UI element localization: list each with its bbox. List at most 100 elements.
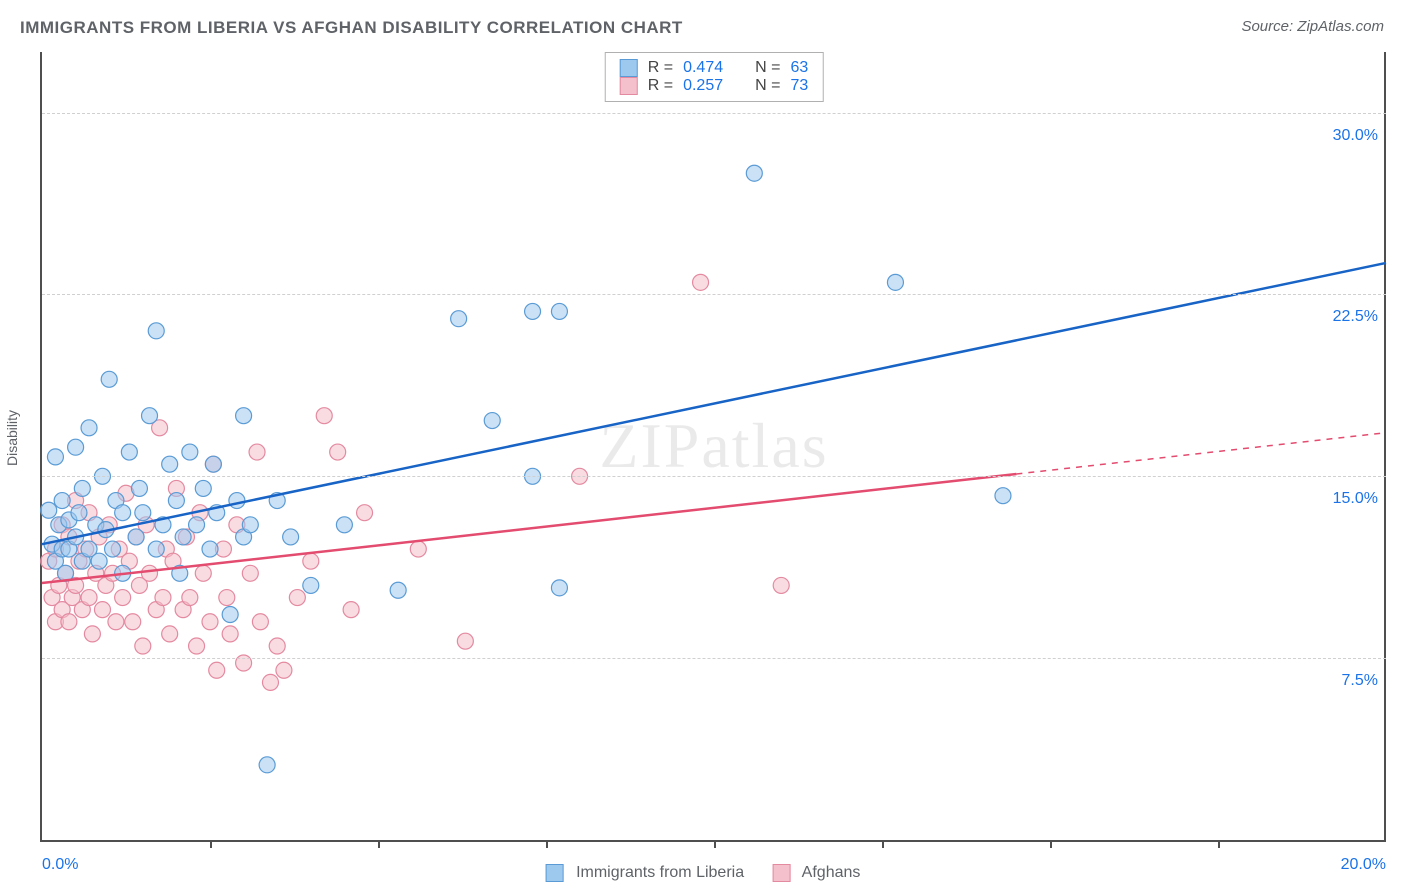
- scatter-point-liberia: [551, 580, 567, 596]
- y-axis-label: Disability: [4, 382, 20, 438]
- scatter-point-liberia: [148, 323, 164, 339]
- gridline: [42, 476, 1386, 477]
- scatter-point-liberia: [484, 413, 500, 429]
- scatter-point-liberia: [195, 480, 211, 496]
- plot-area: ZIPatlas R = 0.474 N = 63 R = 0.257 N = …: [40, 52, 1386, 842]
- scatter-point-liberia: [236, 408, 252, 424]
- scatter-point-afghans: [195, 565, 211, 581]
- x-tick: [714, 840, 716, 848]
- gridline: [42, 113, 1386, 114]
- legend-label-afghans: Afghans: [802, 864, 861, 881]
- scatter-point-liberia: [71, 505, 87, 521]
- scatter-point-afghans: [343, 602, 359, 618]
- scatter-point-liberia: [205, 456, 221, 472]
- scatter-point-liberia: [105, 541, 121, 557]
- y-tick-label: 22.5%: [1333, 308, 1378, 326]
- legend-bottom: Immigrants from Liberia Afghans: [546, 864, 861, 882]
- legend-item-liberia: Immigrants from Liberia: [546, 864, 745, 882]
- legend-label-liberia: Immigrants from Liberia: [576, 864, 744, 881]
- scatter-point-liberia: [47, 449, 63, 465]
- scatter-point-afghans: [693, 274, 709, 290]
- scatter-point-afghans: [262, 674, 278, 690]
- chart-title: IMMIGRANTS FROM LIBERIA VS AFGHAN DISABI…: [20, 18, 683, 38]
- scatter-point-afghans: [142, 565, 158, 581]
- scatter-point-afghans: [249, 444, 265, 460]
- scatter-point-liberia: [259, 757, 275, 773]
- scatter-point-afghans: [457, 633, 473, 649]
- scatter-point-liberia: [91, 553, 107, 569]
- scatter-point-liberia: [995, 488, 1011, 504]
- scatter-point-liberia: [390, 582, 406, 598]
- scatter-point-liberia: [142, 408, 158, 424]
- x-tick-label-max: 20.0%: [1341, 856, 1386, 874]
- y-tick-label: 15.0%: [1333, 490, 1378, 508]
- scatter-point-afghans: [316, 408, 332, 424]
- scatter-point-afghans: [242, 565, 258, 581]
- scatter-point-liberia: [887, 274, 903, 290]
- scatter-point-afghans: [209, 662, 225, 678]
- scatter-point-liberia: [115, 505, 131, 521]
- scatter-point-afghans: [219, 590, 235, 606]
- scatter-point-afghans: [289, 590, 305, 606]
- scatter-point-afghans: [189, 638, 205, 654]
- trend-line-liberia: [42, 263, 1386, 544]
- x-tick: [378, 840, 380, 848]
- source-attribution: Source: ZipAtlas.com: [1241, 18, 1384, 35]
- scatter-point-liberia: [68, 439, 84, 455]
- x-tick-label-min: 0.0%: [42, 856, 78, 874]
- scatter-point-liberia: [202, 541, 218, 557]
- scatter-point-liberia: [175, 529, 191, 545]
- scatter-point-afghans: [125, 614, 141, 630]
- scatter-point-liberia: [182, 444, 198, 460]
- plot-svg: [42, 52, 1386, 840]
- scatter-point-liberia: [303, 577, 319, 593]
- trend-line-dashed-afghans: [1016, 433, 1386, 474]
- scatter-point-afghans: [155, 590, 171, 606]
- scatter-point-afghans: [276, 662, 292, 678]
- x-tick: [546, 840, 548, 848]
- scatter-point-afghans: [252, 614, 268, 630]
- scatter-point-liberia: [189, 517, 205, 533]
- legend-item-afghans: Afghans: [772, 864, 860, 882]
- scatter-point-afghans: [182, 590, 198, 606]
- scatter-point-liberia: [162, 456, 178, 472]
- x-tick: [210, 840, 212, 848]
- gridline: [42, 294, 1386, 295]
- legend-swatch-liberia: [546, 864, 564, 882]
- scatter-point-afghans: [303, 553, 319, 569]
- scatter-point-afghans: [202, 614, 218, 630]
- scatter-point-liberia: [101, 371, 117, 387]
- legend-swatch-afghans: [772, 864, 790, 882]
- scatter-point-afghans: [81, 590, 97, 606]
- x-tick: [882, 840, 884, 848]
- scatter-point-liberia: [283, 529, 299, 545]
- scatter-point-liberia: [54, 493, 70, 509]
- scatter-point-liberia: [74, 480, 90, 496]
- scatter-point-liberia: [148, 541, 164, 557]
- scatter-point-afghans: [269, 638, 285, 654]
- x-tick: [1050, 840, 1052, 848]
- scatter-point-afghans: [222, 626, 238, 642]
- scatter-point-afghans: [84, 626, 100, 642]
- scatter-point-afghans: [135, 638, 151, 654]
- scatter-point-liberia: [336, 517, 352, 533]
- chart-container: IMMIGRANTS FROM LIBERIA VS AFGHAN DISABI…: [0, 0, 1406, 892]
- scatter-point-liberia: [168, 493, 184, 509]
- scatter-point-liberia: [128, 529, 144, 545]
- scatter-point-afghans: [330, 444, 346, 460]
- scatter-point-afghans: [773, 577, 789, 593]
- scatter-point-liberia: [551, 303, 567, 319]
- scatter-point-afghans: [162, 626, 178, 642]
- scatter-point-liberia: [121, 444, 137, 460]
- scatter-point-afghans: [115, 590, 131, 606]
- scatter-point-liberia: [135, 505, 151, 521]
- scatter-point-afghans: [94, 602, 110, 618]
- scatter-point-afghans: [357, 505, 373, 521]
- scatter-point-liberia: [242, 517, 258, 533]
- scatter-point-liberia: [81, 420, 97, 436]
- scatter-point-afghans: [410, 541, 426, 557]
- scatter-point-afghans: [61, 614, 77, 630]
- scatter-point-liberia: [41, 502, 57, 518]
- x-tick: [1218, 840, 1220, 848]
- scatter-point-liberia: [746, 165, 762, 181]
